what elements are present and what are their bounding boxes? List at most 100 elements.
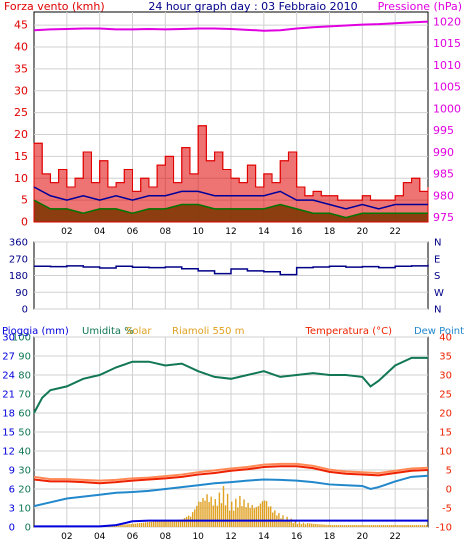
solar-bar (213, 506, 214, 527)
wind-axis-tick: 25 (14, 106, 28, 119)
x-tick-label: 06 (127, 532, 139, 542)
rain-axis-tick: 21 (2, 390, 15, 401)
solar-bar (315, 524, 316, 527)
wind-axis-tick: 5 (21, 194, 28, 207)
temperature-axis-title: Temperatura (°C) (304, 326, 392, 337)
rain-axis-tick: 9 (9, 466, 15, 477)
solar-bar (126, 524, 127, 527)
solar-bar (254, 508, 255, 527)
wind-axis-title: Forza vento (kmh) (4, 0, 105, 13)
pressure-axis-tick: 1010 (433, 59, 461, 72)
solar-bar (424, 525, 425, 527)
solar-bar (245, 507, 246, 527)
compass-axis-tick: W (434, 288, 444, 299)
temperature-axis-tick: 5 (446, 466, 452, 477)
humidity-axis-tick: 80 (18, 371, 31, 382)
solar-bar (311, 524, 312, 527)
solar-bar (368, 525, 369, 527)
solar-bar (198, 502, 199, 527)
rain-axis-tick: 12 (2, 447, 15, 458)
x-tick-label: 14 (258, 532, 270, 542)
x-tick-label: 20 (357, 227, 369, 237)
x-tick-label: 18 (324, 227, 336, 237)
wind-axis-tick: 10 (14, 172, 28, 185)
solar-bar (416, 525, 417, 527)
solar-bar (383, 525, 384, 527)
x-tick-label: 10 (192, 532, 204, 542)
solar-bar (350, 525, 351, 527)
solar-bar (147, 522, 148, 527)
humidity-axis-tick: 40 (18, 447, 31, 458)
solar-bar (252, 505, 253, 527)
solar-bar (280, 518, 281, 527)
solar-bar (243, 499, 244, 527)
solar-bar (137, 523, 138, 527)
rain-axis-title: Pioggia (mm) (2, 326, 69, 337)
solar-bar (332, 525, 333, 527)
solar-bar (260, 504, 261, 527)
direction-axis-tick: 360 (9, 238, 28, 249)
solar-bar (407, 525, 408, 527)
pressure-axis-tick: 980 (433, 189, 454, 202)
solar-bar (231, 502, 232, 527)
x-tick-label: 22 (389, 227, 400, 237)
x-tick-label: 12 (225, 532, 236, 542)
pressure-axis-tick: 1005 (433, 81, 461, 94)
solar-bar (321, 524, 322, 527)
solar-bar (354, 525, 355, 527)
x-tick-label: 04 (94, 532, 106, 542)
solar-bar (151, 522, 152, 527)
pressure-axis-title: Pressione (hPa) (378, 0, 462, 13)
solar-bar (395, 525, 396, 527)
rain-axis-tick: 0 (9, 523, 15, 534)
temperature-axis-tick: -5 (442, 504, 452, 515)
solar-bar (334, 525, 335, 527)
solar-bar (362, 525, 363, 527)
compass-axis-tick: N (434, 238, 441, 249)
solar-bar (403, 525, 404, 527)
solar-bar (348, 525, 349, 527)
solar-bar (391, 525, 392, 527)
solar-bar (264, 500, 265, 527)
pressure-axis-tick: 1020 (433, 16, 461, 29)
solar-bar (305, 524, 306, 527)
solar-bar (256, 507, 257, 527)
solar-bar (393, 525, 394, 527)
solar-bar (184, 518, 185, 527)
solar-bar (135, 524, 136, 527)
solar-bar (163, 521, 164, 527)
solar-bar (366, 525, 367, 527)
solar-bar (414, 525, 415, 527)
compass-axis-tick: E (434, 254, 440, 265)
solar-bar (192, 512, 193, 527)
direction-axis-tick: 90 (15, 288, 28, 299)
solar-bar (377, 525, 378, 527)
solar-bar (215, 499, 216, 527)
temperature-axis-tick: 35 (439, 352, 452, 363)
solar-bar (159, 521, 160, 527)
x-tick-label: 10 (192, 227, 204, 237)
direction-axis-tick: 270 (9, 254, 28, 265)
rain-axis-tick: 6 (9, 485, 15, 496)
solar-bar (133, 524, 134, 527)
rain-axis-tick: 24 (2, 371, 15, 382)
solar-bar (217, 506, 218, 527)
temperature-axis-tick: 30 (439, 371, 452, 382)
solar-bar (128, 524, 129, 527)
solar-bar (145, 522, 146, 527)
pressure-axis-tick: 1015 (433, 37, 461, 50)
solar-bar (385, 525, 386, 527)
x-tick-label: 08 (160, 227, 172, 237)
temperature-axis-tick: 10 (439, 447, 452, 458)
solar-bar (293, 523, 294, 527)
pressure-axis-tick: 990 (433, 146, 454, 159)
solar-bar (418, 525, 419, 527)
solar-bar (360, 525, 361, 527)
dewpoint-axis-title: Dew Point (414, 326, 464, 337)
pressure-axis-tick: 975 (433, 211, 454, 224)
rain-axis-tick: 3 (9, 504, 15, 515)
solar-bar (303, 523, 304, 527)
solar-bar (399, 525, 400, 527)
solar-bar (143, 523, 144, 527)
